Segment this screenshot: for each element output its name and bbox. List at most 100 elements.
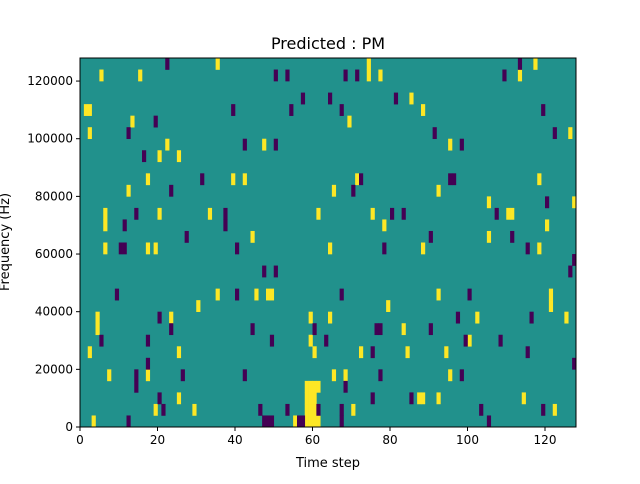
heatmap-cell-low xyxy=(568,265,573,278)
heatmap-cell-low xyxy=(169,184,174,197)
heatmap-cell-high xyxy=(308,392,313,405)
x-tick-label: 20 xyxy=(150,433,165,447)
heatmap-cell-high xyxy=(153,403,158,416)
heatmap-cell-high xyxy=(370,207,375,220)
heatmap-cell-high xyxy=(448,138,453,151)
heatmap-cell-high xyxy=(568,127,573,140)
heatmap-cell-high xyxy=(343,369,348,382)
heatmap-cells xyxy=(83,58,577,428)
x-axis: 0 20 40 60 80 100 120 xyxy=(76,427,556,447)
heatmap-cell-high xyxy=(331,184,337,197)
heatmap-cell-low xyxy=(126,415,131,428)
heatmap-cell-low xyxy=(486,415,492,428)
heatmap-cell-high xyxy=(312,392,317,405)
heatmap-cell-high xyxy=(157,150,162,163)
x-tick-label: 60 xyxy=(305,433,320,447)
heatmap-cell-high xyxy=(304,415,309,428)
heatmap-cell-high xyxy=(269,288,275,301)
heatmap-cell-high xyxy=(316,207,321,220)
heatmap-cell-high xyxy=(417,392,422,405)
x-tick-label: 0 xyxy=(76,433,84,447)
heatmap-cell-low xyxy=(455,311,461,324)
heatmap-cell-high xyxy=(304,392,309,405)
heatmap-cell-low xyxy=(494,207,499,220)
heatmap-cell-high xyxy=(87,127,92,140)
heatmap-cell-high xyxy=(304,380,309,393)
heatmap-cell-low xyxy=(161,403,166,416)
heatmap-cell-low xyxy=(269,415,275,428)
heatmap-cell-high xyxy=(467,334,472,347)
heatmap-cell-low xyxy=(134,369,139,382)
heatmap-cell-low xyxy=(452,173,457,186)
heatmap-cell-high xyxy=(91,415,96,428)
heatmap-cell-high xyxy=(103,219,108,232)
y-tick-label: 120000 xyxy=(27,74,73,88)
heatmap-cell-high xyxy=(421,104,426,116)
plot-frame xyxy=(79,57,577,428)
heatmap-cell-low xyxy=(316,403,321,416)
heatmap-cell-high xyxy=(87,346,92,359)
heatmap-cell-low xyxy=(552,127,557,140)
heatmap-cell-low xyxy=(498,334,503,347)
heatmap-cell-high xyxy=(165,138,170,151)
heatmap-cell-low xyxy=(266,415,271,428)
heatmap-cell-high xyxy=(436,392,441,405)
heatmap-cell-low xyxy=(343,380,348,393)
heatmap-cell-low xyxy=(145,357,151,370)
heatmap-cell-low xyxy=(572,254,577,266)
heatmap-cell-high xyxy=(312,380,317,393)
y-tick-label: 20000 xyxy=(35,362,73,376)
heatmap-cell-high xyxy=(486,230,492,243)
heatmap-cell-high xyxy=(366,58,371,70)
heatmap-cell-low xyxy=(145,334,151,347)
heatmap-cell-high xyxy=(401,323,406,336)
heatmap-cell-high xyxy=(192,403,197,416)
heatmap-cell-low xyxy=(223,219,228,232)
heatmap-cell-low xyxy=(223,207,228,220)
heatmap-cell-high xyxy=(145,242,151,255)
heatmap-cell-high xyxy=(196,300,201,312)
heatmap-cell-high xyxy=(409,92,414,105)
heatmap-cell-low xyxy=(351,184,356,197)
y-axis: 0 20000 40000 60000 80000 100000 120000 xyxy=(27,74,80,434)
heatmap-cell-low xyxy=(285,69,290,82)
y-tick-label: 40000 xyxy=(35,305,73,319)
plot-area xyxy=(79,57,577,428)
heatmap-cell-low xyxy=(122,219,127,232)
heatmap-cell-high xyxy=(308,311,313,324)
heatmap-cell-high xyxy=(355,173,360,186)
heatmap-cell-high xyxy=(421,242,426,255)
heatmap-cell-low xyxy=(572,357,577,370)
heatmap-cell-low xyxy=(312,323,317,336)
heatmap-cell-low xyxy=(242,138,247,151)
heatmap-cell-low xyxy=(134,207,139,220)
heatmap-cell-high xyxy=(517,69,523,82)
heatmap-cell-high xyxy=(308,415,313,428)
heatmap-cell-low xyxy=(378,369,383,382)
heatmap-cell-low xyxy=(359,173,364,186)
heatmap-cell-high xyxy=(308,403,313,416)
heatmap-cell-high xyxy=(572,196,577,209)
heatmap-cell-low xyxy=(289,104,294,116)
heatmap-cell-high xyxy=(107,369,112,382)
heatmap-cell-low xyxy=(242,369,247,382)
heatmap-cell-low xyxy=(258,403,263,416)
heatmap-cell-low xyxy=(545,196,550,209)
x-axis-label: Time step xyxy=(295,456,360,471)
heatmap-cell-high xyxy=(254,288,259,301)
heatmap-cell-low xyxy=(448,173,453,186)
heatmap-cell-low xyxy=(409,392,414,405)
heatmap-cell-low xyxy=(262,265,267,278)
heatmap-cell-high xyxy=(331,369,337,382)
heatmap-cell-high xyxy=(145,173,151,186)
y-tick-label: 80000 xyxy=(35,189,73,203)
heatmap-cell-low xyxy=(273,265,278,278)
heatmap-cell-high xyxy=(316,380,321,393)
heatmap-cell-low xyxy=(541,403,546,416)
heatmap-cell-high xyxy=(366,69,371,82)
heatmap-cell-high xyxy=(126,184,131,197)
heatmap-cell-low xyxy=(99,334,104,347)
heatmap-cell-high xyxy=(537,173,542,186)
heatmap-cell-high xyxy=(207,207,213,220)
heatmap-cell-low xyxy=(382,242,387,255)
